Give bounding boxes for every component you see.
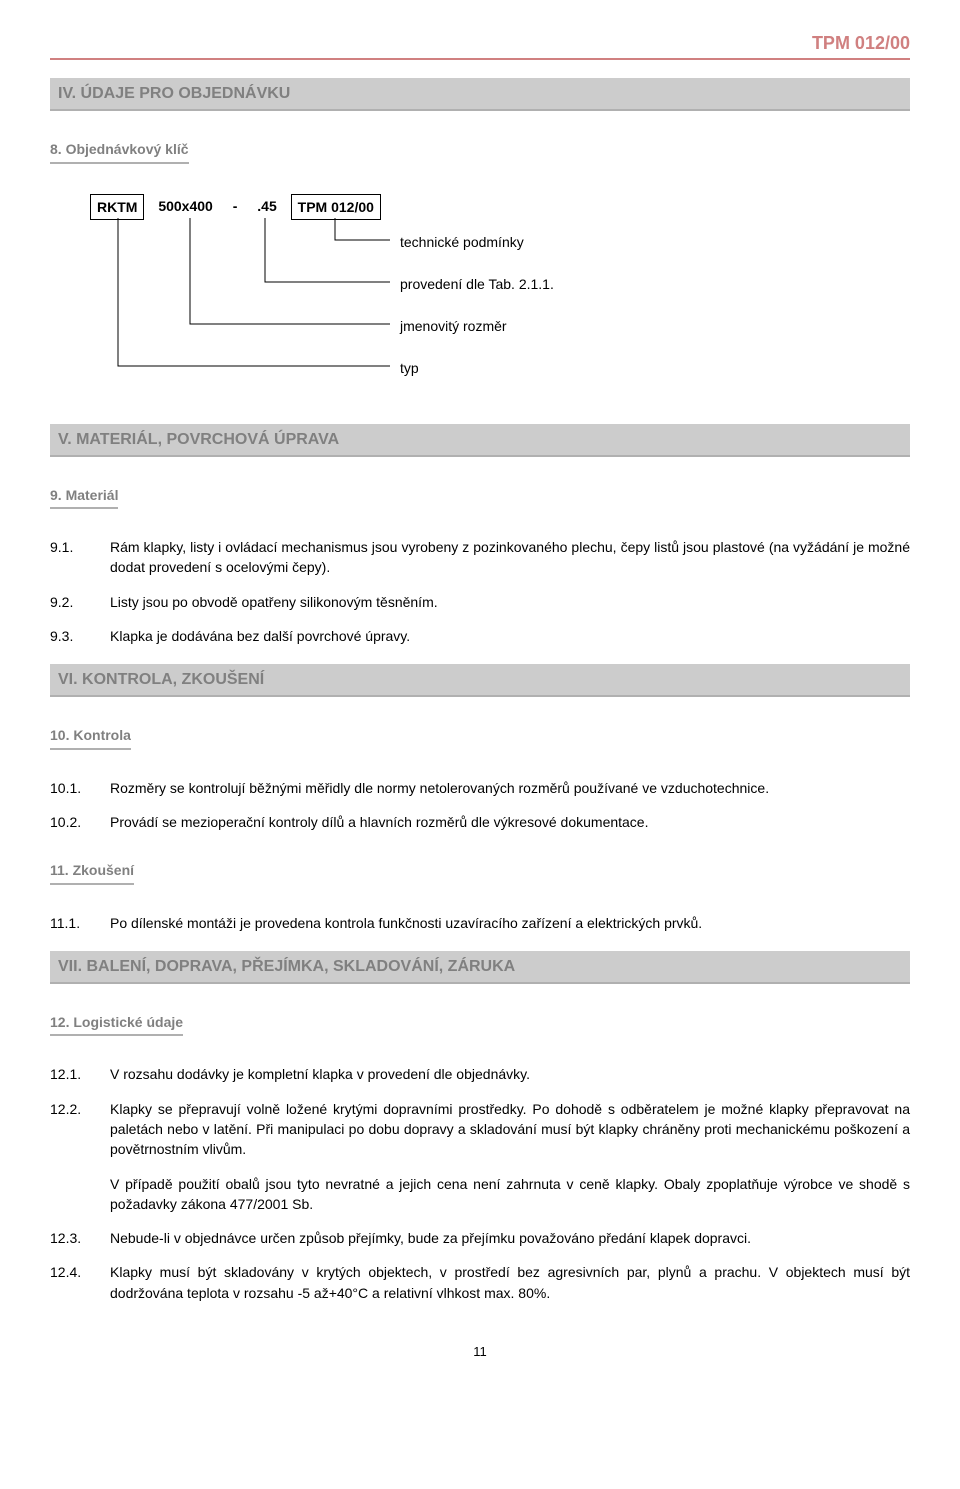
item-number: 12.1.: [50, 1064, 110, 1084]
item-11-1: 11.1. Po dílenské montáži je provedena k…: [50, 913, 910, 933]
key-part-variant: .45: [251, 194, 282, 218]
key-part-size: 500x400: [152, 194, 219, 218]
item-number: 9.3.: [50, 626, 110, 646]
key-part-type: RKTM: [90, 194, 144, 220]
subsection-11-title: 11. Zkoušení: [50, 860, 134, 884]
item-10-2: 10.2. Provádí se mezioperační kontroly d…: [50, 812, 910, 832]
item-12-4: 12.4. Klapky musí být skladovány v krytý…: [50, 1262, 910, 1303]
item-number: 12.2.: [50, 1099, 110, 1214]
item-12-1: 12.1. V rozsahu dodávky je kompletní kla…: [50, 1064, 910, 1084]
order-key-connectors: [90, 194, 410, 394]
section-header-vii: VII. BALENÍ, DOPRAVA, PŘEJÍMKA, SKLADOVÁ…: [50, 951, 910, 984]
item-text-main: Klapky se přepravují volně ložené krytým…: [110, 1101, 910, 1158]
section-header-vi: VI. KONTROLA, ZKOUŠENÍ: [50, 664, 910, 697]
order-key-code: RKTM 500x400 - .45 TPM 012/00: [90, 194, 385, 220]
item-9-3: 9.3. Klapka je dodávána bez další povrch…: [50, 626, 910, 646]
item-number: 10.2.: [50, 812, 110, 832]
item-number: 10.1.: [50, 778, 110, 798]
subsection-12-title: 12. Logistické údaje: [50, 1012, 183, 1036]
item-9-2: 9.2. Listy jsou po obvodě opatřeny silik…: [50, 592, 910, 612]
item-12-2: 12.2. Klapky se přepravují volně ložené …: [50, 1099, 910, 1214]
order-key-diagram: RKTM 500x400 - .45 TPM 012/00 technické …: [90, 194, 910, 404]
legend-variant: provedení dle Tab. 2.1.1.: [400, 274, 554, 294]
item-number: 9.1.: [50, 537, 110, 578]
legend-technical-conditions: technické podmínky: [400, 232, 524, 252]
legend-nominal-size: jmenovitý rozměr: [400, 316, 507, 336]
item-text: Rám klapky, listy i ovládací mechanismus…: [110, 537, 910, 578]
legend-type: typ: [400, 358, 419, 378]
item-text: Nebude-li v objednávce určen způsob přej…: [110, 1228, 910, 1248]
item-text: Klapky se přepravují volně ložené krytým…: [110, 1099, 910, 1214]
item-text: Rozměry se kontrolují běžnými měřidly dl…: [110, 778, 910, 798]
subsection-10-title: 10. Kontrola: [50, 725, 131, 749]
section-header-iv: IV. ÚDAJE PRO OBJEDNÁVKU: [50, 78, 910, 111]
item-number: 12.3.: [50, 1228, 110, 1248]
item-12-3: 12.3. Nebude-li v objednávce určen způso…: [50, 1228, 910, 1248]
item-text: Klapka je dodávána bez další povrchové ú…: [110, 626, 910, 646]
item-10-1: 10.1. Rozměry se kontrolují běžnými měři…: [50, 778, 910, 798]
item-text-extra: V případě použití obalů jsou tyto nevrat…: [110, 1174, 910, 1215]
key-part-tpm: TPM 012/00: [291, 194, 381, 220]
item-text: Klapky musí být skladovány v krytých obj…: [110, 1262, 910, 1303]
section-header-v: V. MATERIÁL, POVRCHOVÁ ÚPRAVA: [50, 424, 910, 457]
document-id: TPM 012/00: [50, 30, 910, 60]
item-text: Provádí se mezioperační kontroly dílů a …: [110, 812, 910, 832]
subsection-9-title: 9. Materiál: [50, 485, 118, 509]
item-text: V rozsahu dodávky je kompletní klapka v …: [110, 1064, 910, 1084]
key-part-sep: -: [227, 194, 244, 218]
item-9-1: 9.1. Rám klapky, listy i ovládací mechan…: [50, 537, 910, 578]
item-text: Listy jsou po obvodě opatřeny silikonový…: [110, 592, 910, 612]
item-text: Po dílenské montáži je provedena kontrol…: [110, 913, 910, 933]
item-number: 11.1.: [50, 913, 110, 933]
item-number: 9.2.: [50, 592, 110, 612]
subsection-8-title: 8. Objednávkový klíč: [50, 139, 189, 163]
item-number: 12.4.: [50, 1262, 110, 1303]
page-number: 11: [50, 1343, 910, 1362]
